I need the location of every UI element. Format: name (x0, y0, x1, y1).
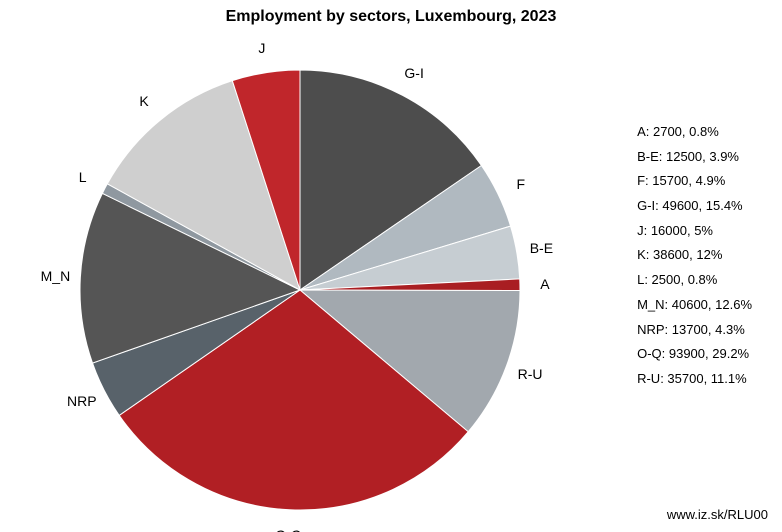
legend-item-J: J: 16000, 5% (637, 219, 752, 244)
legend-item-B-E: B-E: 12500, 3.9% (637, 145, 752, 170)
slice-label-NRP: NRP (67, 393, 97, 409)
legend: A: 2700, 0.8%B-E: 12500, 3.9%F: 15700, 4… (637, 120, 752, 392)
slice-label-M_N: M_N (41, 268, 71, 284)
slice-label-L: L (79, 169, 87, 185)
legend-item-L: L: 2500, 0.8% (637, 268, 752, 293)
legend-item-F: F: 15700, 4.9% (637, 169, 752, 194)
slice-label-R-U: R-U (518, 366, 543, 382)
source-url: www.iz.sk/RLU00 (667, 507, 768, 522)
slice-label-O-Q: O-Q (275, 527, 301, 532)
slice-label-F: F (517, 176, 526, 192)
legend-item-G-I: G-I: 49600, 15.4% (637, 194, 752, 219)
legend-item-A: A: 2700, 0.8% (637, 120, 752, 145)
slice-label-A: A (540, 276, 549, 292)
slice-label-G-I: G-I (404, 65, 423, 81)
legend-item-M_N: M_N: 40600, 12.6% (637, 293, 752, 318)
legend-item-R-U: R-U: 35700, 11.1% (637, 367, 752, 392)
slice-label-B-E: B-E (530, 240, 553, 256)
slice-label-J: J (258, 40, 265, 56)
legend-item-NRP: NRP: 13700, 4.3% (637, 318, 752, 343)
slice-label-K: K (139, 93, 148, 109)
legend-item-K: K: 38600, 12% (637, 243, 752, 268)
legend-item-O-Q: O-Q: 93900, 29.2% (637, 342, 752, 367)
